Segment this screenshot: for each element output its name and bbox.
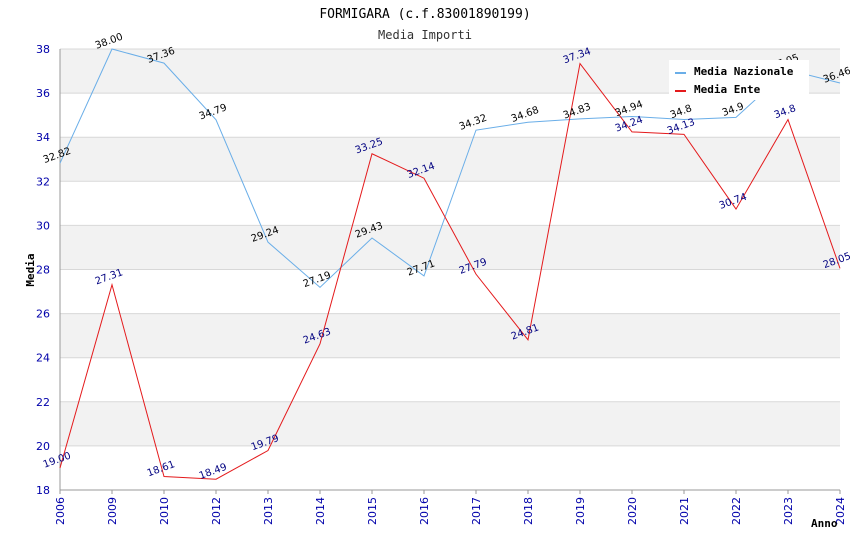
series-line-nazionale xyxy=(59,48,841,289)
data-label-ente: 19.00 xyxy=(42,451,73,471)
grid-band xyxy=(60,225,840,270)
x-tick-label: 2013 xyxy=(262,497,275,525)
x-tick-label: 2015 xyxy=(366,497,379,525)
x-tick-label: 2009 xyxy=(106,497,119,525)
chart-subtitle: Media Importi xyxy=(378,28,472,42)
x-tick-label: 2018 xyxy=(522,497,535,525)
data-label-ente: 30.74 xyxy=(718,192,749,212)
legend-label-nazionale: Media Nazionale xyxy=(694,65,794,78)
y-tick-label: 38 xyxy=(36,43,50,56)
x-tick-label: 2014 xyxy=(314,497,327,525)
x-tick-label: 2006 xyxy=(54,497,67,525)
x-tick-label: 2012 xyxy=(210,497,223,525)
x-tick-label: 2021 xyxy=(678,497,691,525)
series-line-ente xyxy=(59,62,841,480)
data-label-ente: 27.31 xyxy=(94,267,125,287)
x-tick-label: 2019 xyxy=(574,497,587,525)
y-tick-label: 26 xyxy=(36,308,50,321)
x-tick-label: 2024 xyxy=(834,497,847,525)
y-axis-title: Media xyxy=(24,253,37,286)
y-tick-label: 20 xyxy=(36,440,50,453)
legend-box xyxy=(669,60,809,100)
chart-title: FORMIGARA (c.f.83001890199) xyxy=(319,7,530,22)
series-lines xyxy=(59,48,841,480)
y-tick-label: 28 xyxy=(36,264,50,277)
y-tick-label: 24 xyxy=(36,352,50,365)
x-tick-label: 2016 xyxy=(418,497,431,525)
y-tick-label: 22 xyxy=(36,396,50,409)
legend: Media Nazionale Media Ente xyxy=(669,60,809,100)
data-label-nazionale: 34.32 xyxy=(458,113,489,133)
grid-band xyxy=(60,313,840,358)
x-axis-title: Anno xyxy=(811,517,838,530)
y-tick-label: 36 xyxy=(36,87,50,100)
y-tick-label: 18 xyxy=(36,484,50,497)
y-tick-label: 30 xyxy=(36,219,50,232)
x-tick-label: 2017 xyxy=(470,497,483,525)
x-tick-label: 2023 xyxy=(782,497,795,525)
y-tick-labels: 18 20 22 24 26 28 30 32 34 36 38 xyxy=(36,43,50,497)
data-label-ente: 18.61 xyxy=(146,459,177,479)
x-tick-labels: 2006 2009 2010 2012 2013 2014 2015 2016 2017 2018… xyxy=(54,497,847,525)
grid-band xyxy=(60,137,840,182)
axes xyxy=(59,49,841,494)
background-bands xyxy=(60,49,840,446)
y-tick-label: 34 xyxy=(36,131,50,144)
data-label-nazionale: 34.9 xyxy=(721,101,746,119)
x-tick-label: 2022 xyxy=(730,497,743,525)
data-label-ente: 34.8 xyxy=(773,103,798,121)
x-tick-label: 2010 xyxy=(158,497,171,525)
y-tick-label: 32 xyxy=(36,175,50,188)
legend-label-ente: Media Ente xyxy=(694,83,761,96)
x-tick-label: 2020 xyxy=(626,497,639,525)
grid-band xyxy=(60,401,840,446)
data-label-nazionale: 27.19 xyxy=(302,270,333,290)
